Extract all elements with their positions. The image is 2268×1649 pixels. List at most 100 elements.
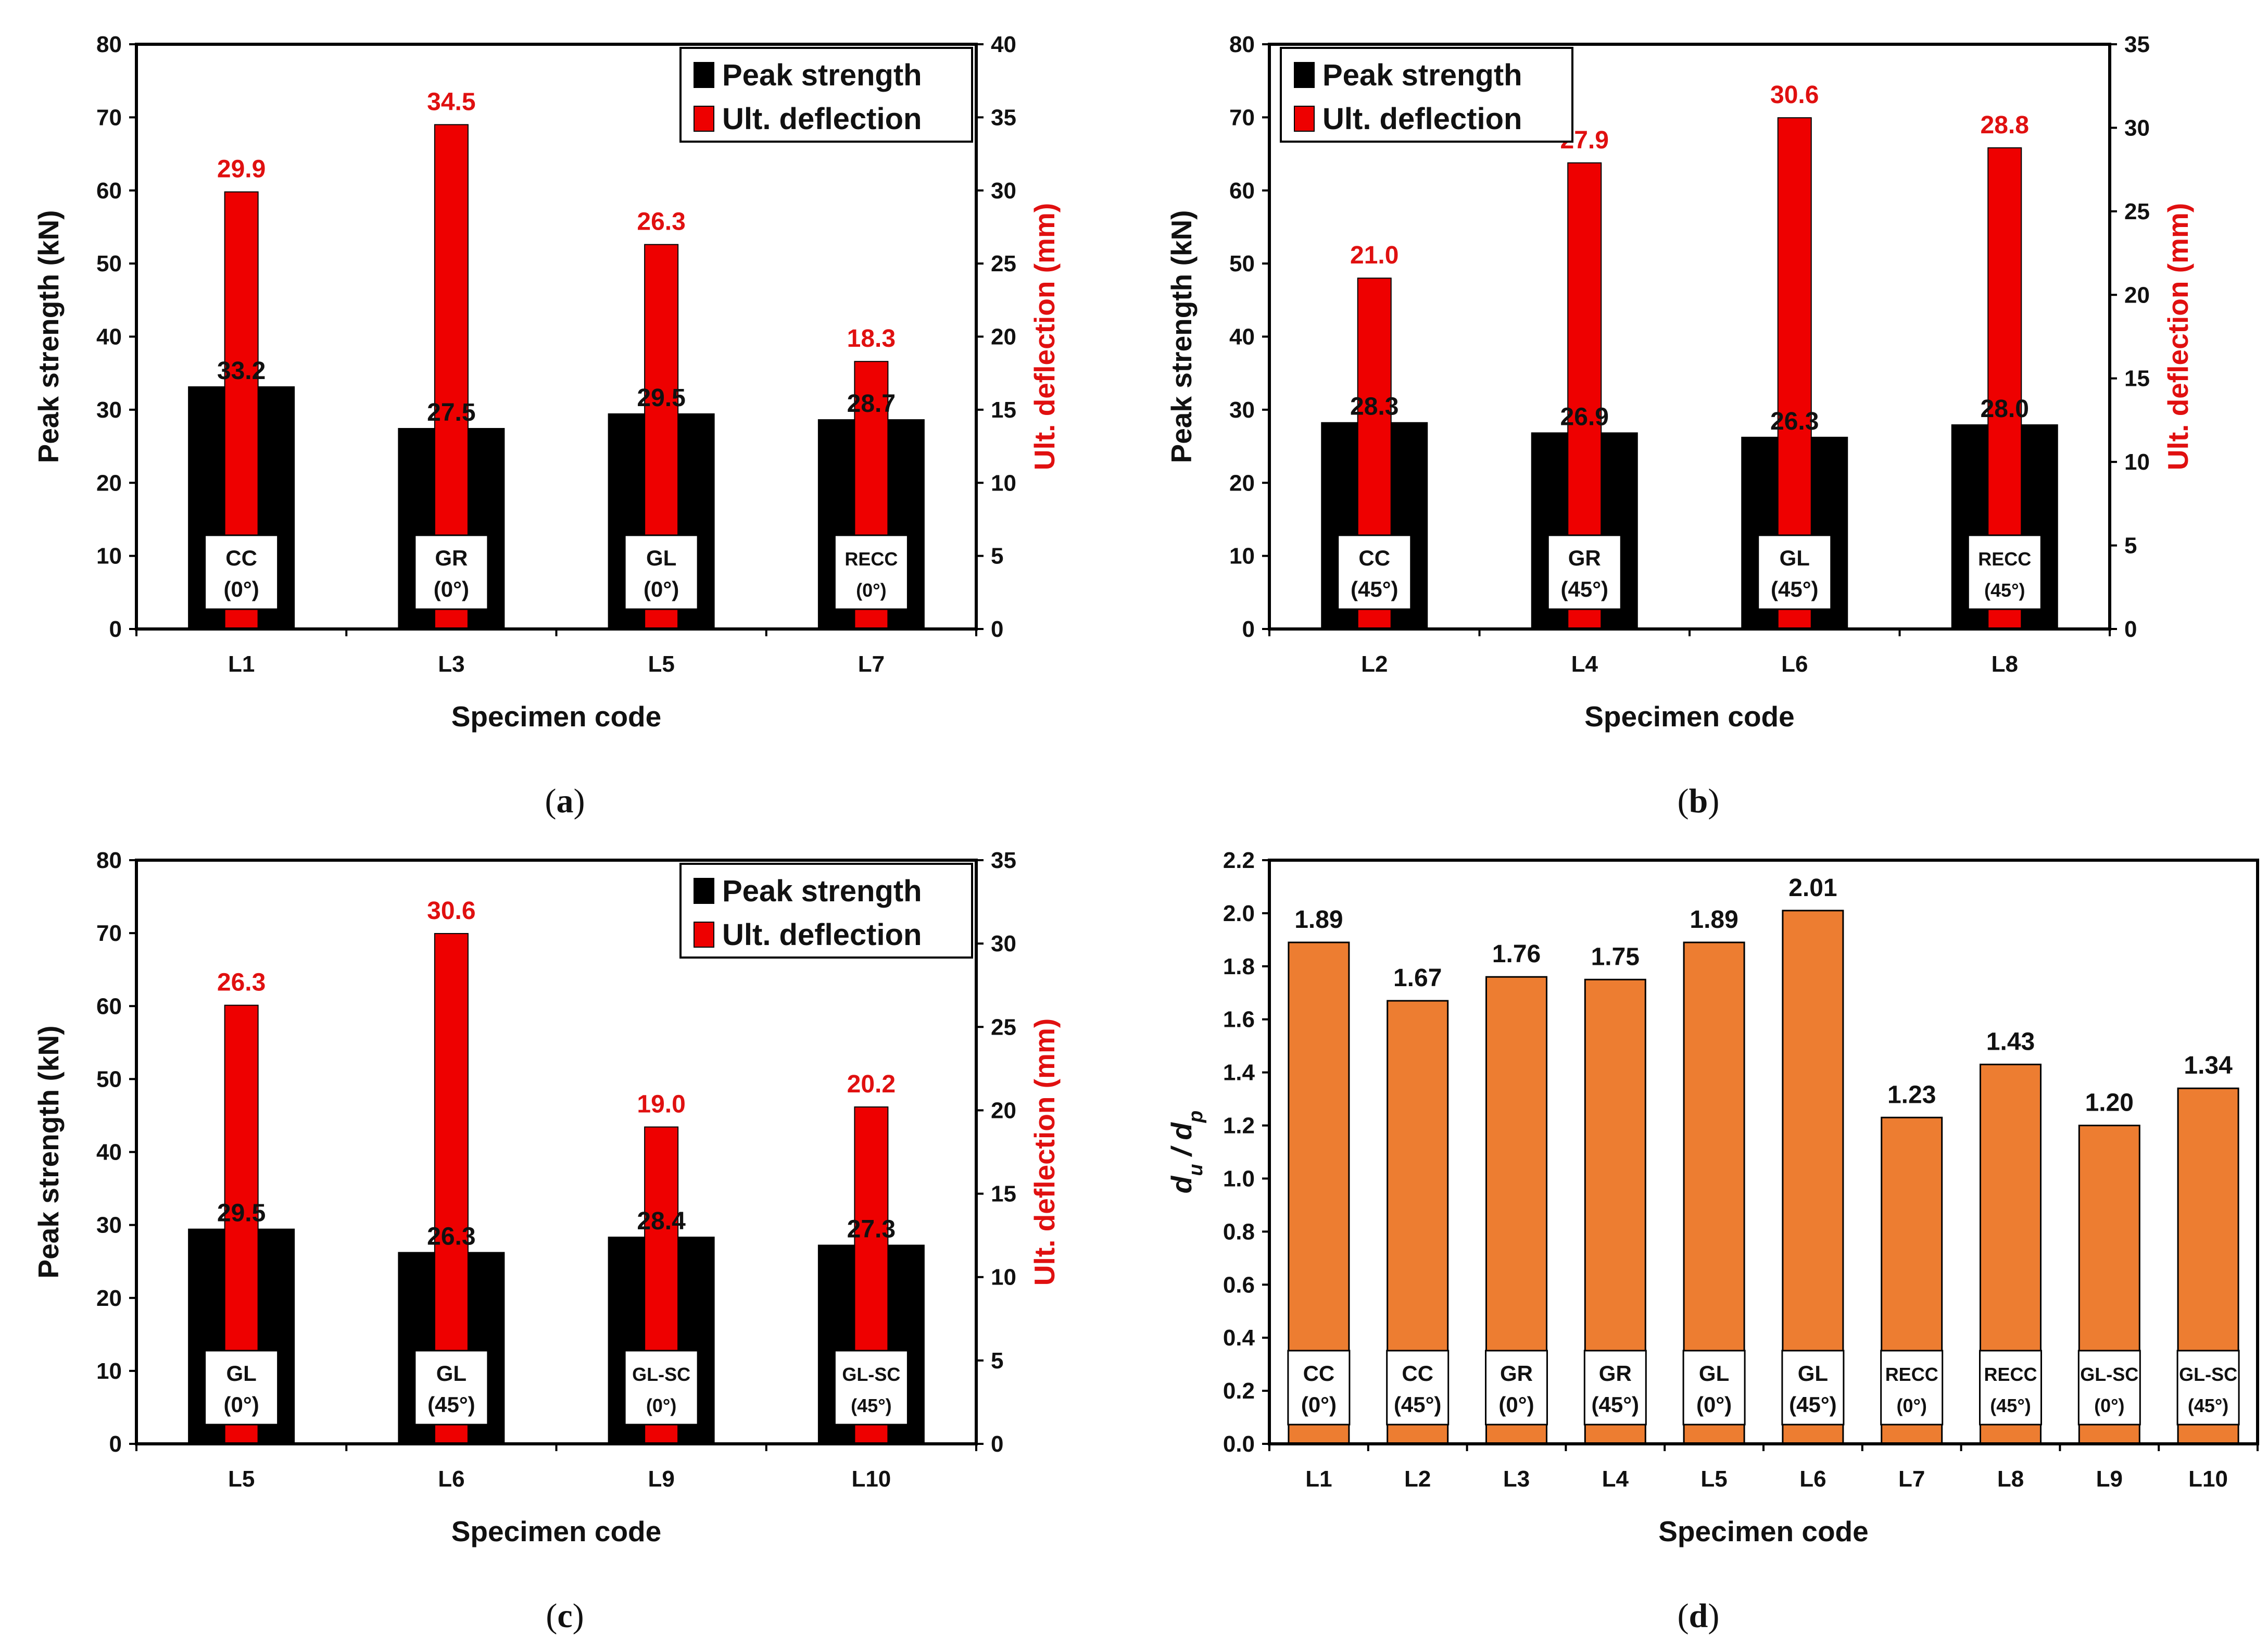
category-box [1682,1350,1746,1426]
category-box-angle: (45°) [851,1395,891,1416]
plot-frame [1268,43,2111,631]
y2-tick-label: 35 [2124,32,2150,57]
x-tick-label: L2 [1404,1466,1431,1492]
data-label-ult-deflection: 21.0 [1350,242,1398,269]
x-axis-label: Specimen code [451,700,661,733]
data-label-du-dp: 1.34 [2184,1052,2233,1079]
data-label-peak-strength: 26.9 [1560,403,1609,431]
y2-tick-label: 35 [991,848,1016,873]
y-tick-label: 40 [1229,324,1255,350]
category-box-angle: (45°) [1561,577,1609,601]
y-tick-label: 70 [96,921,122,946]
data-label-ult-deflection: 29.9 [217,156,266,183]
data-label-ult-deflection: 28.8 [1981,111,2029,139]
legend-label: Peak strength [722,874,922,908]
y-tick-label: 0.6 [1223,1272,1255,1298]
legend-label: Ult. deflection [722,102,922,136]
category-box-name: GL [646,546,676,570]
category-box [2077,1350,2141,1426]
x-tick-label: L8 [1992,651,2018,677]
panel-label: (a) [545,782,585,820]
data-label-du-dp: 1.20 [2085,1089,2134,1117]
category-box-name: RECC [1885,1364,1938,1385]
category-box-name: GL-SC [2080,1364,2138,1385]
category-box [1979,1350,2042,1426]
y2-tick-label: 20 [991,1098,1016,1123]
x-tick-label: L2 [1361,651,1388,677]
data-label-ult-deflection: 18.3 [847,325,896,353]
category-box [1547,534,1622,610]
x-tick-label: L6 [1799,1466,1826,1492]
category-box [1880,1350,1944,1426]
category-box-name: GL-SC [632,1364,690,1385]
category-box-name: GL [436,1361,467,1386]
category-box-angle: (0°) [224,577,259,601]
category-box-name: GL-SC [842,1364,900,1385]
data-label-ult-deflection: 19.0 [637,1090,685,1118]
data-label-du-dp: 1.76 [1492,940,1541,968]
category-box [204,534,279,610]
y-tick-label: 0 [109,1431,122,1457]
y-tick-label: 70 [1229,105,1255,130]
y2-tick-label: 10 [2124,449,2150,475]
category-box-angle: (45°) [1771,577,1819,601]
legend-box [679,863,973,959]
category-box-name: RECC [1978,548,2031,570]
data-label-peak-strength: 29.5 [637,384,685,412]
y-tick-label: 20 [1229,470,1255,496]
y-tick-label: 1.4 [1223,1060,1255,1086]
y-tick-label: 0.0 [1223,1431,1255,1457]
category-box [834,534,909,610]
y2-tick-label: 5 [991,544,1003,569]
data-label-ult-deflection: 26.3 [217,969,266,997]
y-tick-label: 0 [1242,616,1255,642]
category-box [1386,1350,1450,1426]
y-tick-label: 30 [96,397,122,423]
category-box-name: GR [1500,1361,1533,1386]
category-box-name: RECC [845,548,898,570]
y-tick-label: 0 [109,616,122,642]
y-tick-label: 0.4 [1223,1325,1255,1351]
category-box-angle: (0°) [1301,1392,1337,1417]
category-box-name: GL [226,1361,256,1386]
legend: Peak strength Ult. deflection [679,47,973,143]
data-label-du-dp: 1.89 [1294,906,1343,934]
category-box-angle: (45°) [1592,1392,1640,1417]
legend-swatch [1294,62,1315,88]
category-box [624,1350,699,1426]
y2-tick-label: 15 [991,1181,1016,1207]
plot-frame [135,43,978,631]
y2-tick-label: 0 [2124,616,2137,642]
x-tick-label: L10 [2188,1466,2228,1492]
category-box-angle: (45°) [1789,1392,1837,1417]
x-tick-label: L1 [1305,1466,1332,1492]
category-box [1781,1350,1845,1426]
y2-tick-label: 0 [991,616,1003,642]
category-box-angle: (45°) [1984,580,2025,601]
x-tick-label: L7 [1898,1466,1925,1492]
legend: Peak strength Ult. deflection [1280,47,1573,143]
category-box-angle: (45°) [2188,1395,2228,1416]
x-tick-label: L7 [858,651,885,677]
category-box-angle: (0°) [1896,1395,1926,1416]
category-box [1583,1350,1647,1426]
x-tick-label: L1 [228,651,255,677]
y-tick-label: 1.2 [1223,1113,1255,1139]
category-box-name: CC [1303,1361,1335,1386]
legend-swatch [694,922,714,948]
category-box-name: GR [1599,1361,1632,1386]
y-tick-label: 50 [96,1066,122,1092]
data-label-peak-strength: 26.3 [427,1223,475,1250]
y-tick-label: 2.0 [1223,901,1255,926]
panel-label: (c) [546,1597,584,1635]
y2-axis-label: Ult. deflection (mm) [2162,203,2194,470]
category-box-angle: (0°) [224,1392,259,1417]
y-tick-label: 10 [96,1358,122,1384]
legend-label: Peak strength [722,58,922,92]
y-tick-label: 20 [96,470,122,496]
x-tick-label: L6 [1781,651,1808,677]
legend-swatch [694,106,714,132]
y2-axis-label: Ult. deflection (mm) [1028,1018,1061,1286]
legend-box [679,47,973,143]
panel-b: 0 10 20 30 40 50 60 70 80 0 5 10 15 20 25 30 35 21.0 28.3 C… [1165,32,2194,820]
